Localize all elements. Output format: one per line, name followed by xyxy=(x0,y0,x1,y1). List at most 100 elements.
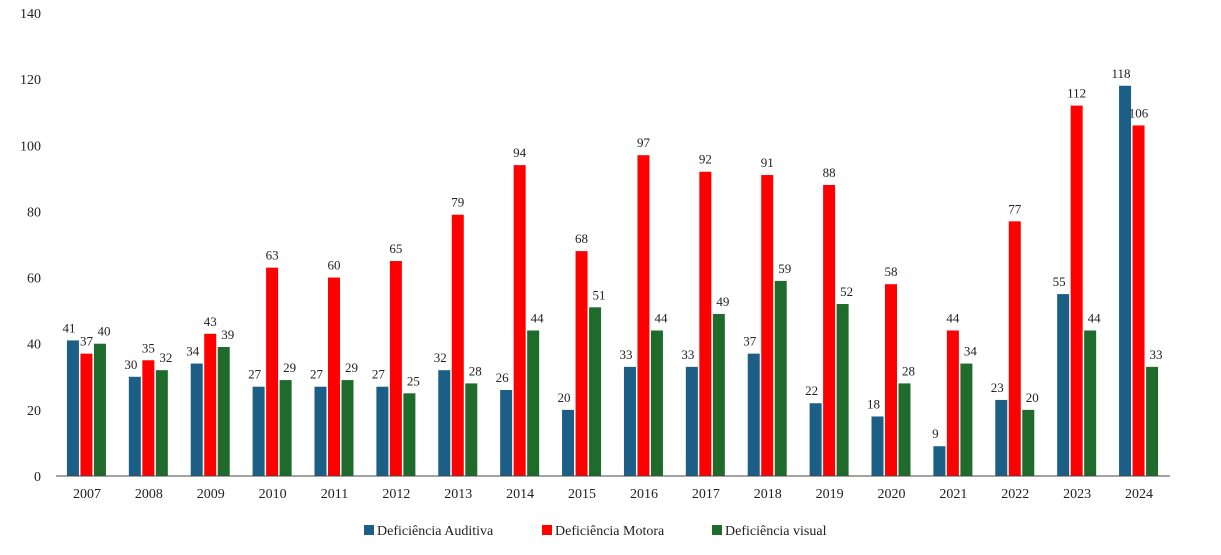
data-label: 34 xyxy=(964,344,978,359)
legend-swatch xyxy=(712,525,722,535)
bar-deficiência-visual-2021 xyxy=(960,363,973,476)
x-tick-label: 2012 xyxy=(382,487,410,502)
legend-label: Deficiência visual xyxy=(725,524,827,539)
bar-deficiência-auditiva-2024 xyxy=(1119,85,1132,476)
data-label: 44 xyxy=(1088,310,1102,325)
bar-deficiência-visual-2015 xyxy=(589,307,602,476)
x-tick-label: 2014 xyxy=(506,487,534,502)
x-tick-label: 2024 xyxy=(1125,487,1153,502)
y-tick-label: 40 xyxy=(27,338,41,353)
x-tick-label: 2016 xyxy=(630,487,658,502)
bar-deficiência-visual-2008 xyxy=(155,370,168,476)
data-label: 22 xyxy=(805,383,818,398)
x-tick-label: 2007 xyxy=(73,487,101,502)
data-label: 34 xyxy=(186,344,200,359)
bar-deficiência-motora-2011 xyxy=(328,277,340,476)
data-label: 79 xyxy=(451,195,464,210)
data-label: 9 xyxy=(932,426,939,441)
bar-deficiência-motora-2015 xyxy=(575,251,588,476)
x-tick-label: 2018 xyxy=(754,487,782,502)
bar-deficiência-visual-2010 xyxy=(279,380,292,476)
bar-deficiência-motora-2017 xyxy=(699,171,712,476)
y-tick-label: 80 xyxy=(27,205,41,220)
bar-deficiência-motora-2021 xyxy=(946,330,959,476)
bar-deficiência-visual-2009 xyxy=(217,347,230,476)
bar-deficiência-auditiva-2020 xyxy=(871,416,884,476)
data-label: 32 xyxy=(159,350,172,365)
data-label: 28 xyxy=(902,363,915,378)
x-tick-label: 2019 xyxy=(816,487,844,502)
data-label: 77 xyxy=(1008,201,1022,216)
bar-deficiência-motora-2024 xyxy=(1132,125,1145,476)
data-label: 43 xyxy=(204,314,217,329)
data-label: 65 xyxy=(389,241,402,256)
bar-deficiência-motora-2008 xyxy=(142,360,155,476)
data-label: 27 xyxy=(310,367,324,382)
x-tick-label: 2010 xyxy=(259,487,287,502)
data-label: 68 xyxy=(575,231,588,246)
data-label: 51 xyxy=(593,287,606,302)
legend-label: Deficiência Auditiva xyxy=(377,524,494,539)
bar-deficiência-visual-2013 xyxy=(465,383,478,476)
data-label: 28 xyxy=(469,363,482,378)
bar-deficiência-motora-2020 xyxy=(885,284,897,476)
data-label: 30 xyxy=(124,357,137,372)
x-tick-label: 2021 xyxy=(939,487,967,502)
bar-deficiência-visual-2020 xyxy=(898,383,911,476)
data-label: 59 xyxy=(778,261,791,276)
data-label: 88 xyxy=(823,165,836,180)
bar-deficiência-visual-2018 xyxy=(774,280,787,476)
data-label: 35 xyxy=(142,340,155,355)
data-label: 33 xyxy=(619,347,632,362)
bar-deficiência-auditiva-2017 xyxy=(685,366,698,476)
data-label: 40 xyxy=(97,324,110,339)
bar-deficiência-motora-2010 xyxy=(266,267,279,476)
data-label: 32 xyxy=(434,350,447,365)
bar-deficiência-auditiva-2012 xyxy=(376,386,389,476)
y-tick-label: 60 xyxy=(27,272,41,287)
data-label: 58 xyxy=(885,264,898,279)
x-tick-label: 2023 xyxy=(1063,487,1091,502)
bar-deficiência-auditiva-2007 xyxy=(66,340,79,476)
x-tick-label: 2017 xyxy=(692,487,720,502)
data-label: 25 xyxy=(407,373,420,388)
bar-deficiência-auditiva-2009 xyxy=(190,363,203,476)
data-label: 20 xyxy=(558,390,571,405)
x-tick-label: 2022 xyxy=(1001,487,1029,502)
data-label: 44 xyxy=(946,310,960,325)
bar-deficiência-auditiva-2022 xyxy=(995,399,1008,476)
data-label: 33 xyxy=(681,347,694,362)
bar-deficiência-motora-2023 xyxy=(1070,105,1083,476)
x-tick-label: 2011 xyxy=(321,487,348,502)
bar-deficiência-visual-2014 xyxy=(527,330,540,476)
x-tick-label: 2020 xyxy=(878,487,906,502)
data-label: 29 xyxy=(283,360,296,375)
legend-swatch xyxy=(542,525,552,535)
x-tick-label: 2013 xyxy=(444,487,472,502)
bar-deficiência-visual-2017 xyxy=(712,313,725,476)
bar-deficiência-motora-2013 xyxy=(451,214,464,476)
data-label: 55 xyxy=(1053,274,1066,289)
data-label: 63 xyxy=(266,248,279,263)
bar-deficiência-motora-2022 xyxy=(1008,221,1021,476)
x-tick-label: 2015 xyxy=(568,487,596,502)
data-label: 27 xyxy=(372,367,386,382)
data-label: 37 xyxy=(743,334,757,349)
y-tick-label: 120 xyxy=(20,73,41,88)
data-label: 44 xyxy=(531,310,545,325)
data-label: 52 xyxy=(840,284,853,299)
data-label: 26 xyxy=(496,370,510,385)
bar-deficiência-motora-2018 xyxy=(761,175,774,477)
data-label: 97 xyxy=(637,135,651,150)
legend-label: Deficiência Motora xyxy=(555,524,665,539)
data-label: 29 xyxy=(345,360,358,375)
data-label: 94 xyxy=(513,145,527,160)
bar-deficiência-visual-2012 xyxy=(403,393,416,476)
bar-deficiência-visual-2024 xyxy=(1146,366,1159,476)
bar-deficiência-auditiva-2019 xyxy=(809,403,822,476)
bar-deficiência-motora-2014 xyxy=(513,165,526,476)
bar-deficiência-auditiva-2010 xyxy=(252,386,265,476)
bar-deficiência-visual-2019 xyxy=(836,304,849,476)
data-label: 49 xyxy=(716,294,729,309)
